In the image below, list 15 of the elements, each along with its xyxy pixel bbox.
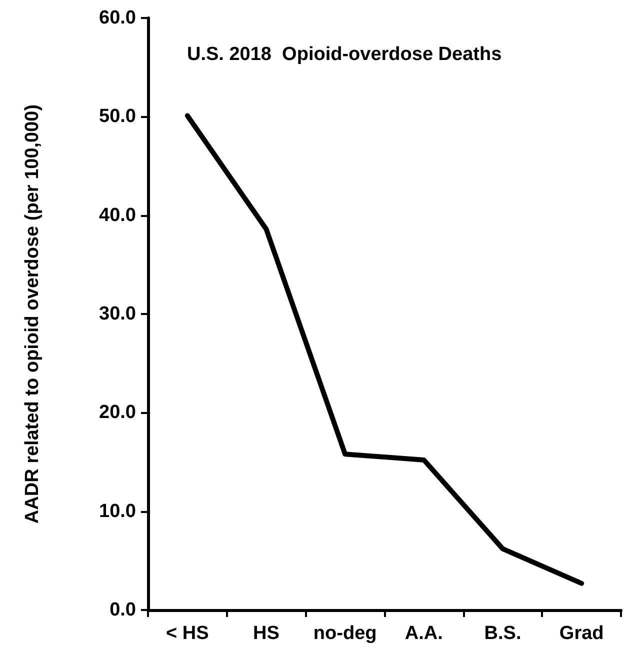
x-tick-label: HS [253,623,280,644]
text: U.S. 2018 Opioid-overdose Deaths [187,44,502,65]
y-axis-title: AADR related to opioid overdose (per 100,000) [22,104,43,524]
y-tick-label: 0.0 [110,600,136,620]
y-tick-label: 60.0 [99,8,136,28]
x-tick-label: < HS [166,623,209,644]
y-tick-label: 50.0 [99,106,136,128]
y-tick-label: 20.0 [99,402,136,424]
y-tick-label: 40.0 [99,204,136,226]
x-tick-label: Grad [559,623,604,644]
y-tick-label: 30.0 [99,304,136,324]
y-tick-label: 10.0 [99,500,136,522]
x-tick-label: no-deg [313,623,377,644]
x-tick-label: B.S. [484,623,522,644]
x-tick-label: A.A. [404,623,443,644]
